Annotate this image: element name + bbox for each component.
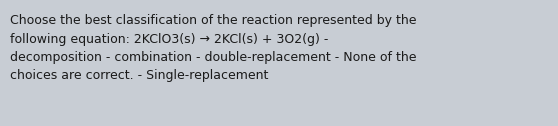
Text: Choose the best classification of the reaction represented by the
following equa: Choose the best classification of the re… (10, 14, 416, 83)
